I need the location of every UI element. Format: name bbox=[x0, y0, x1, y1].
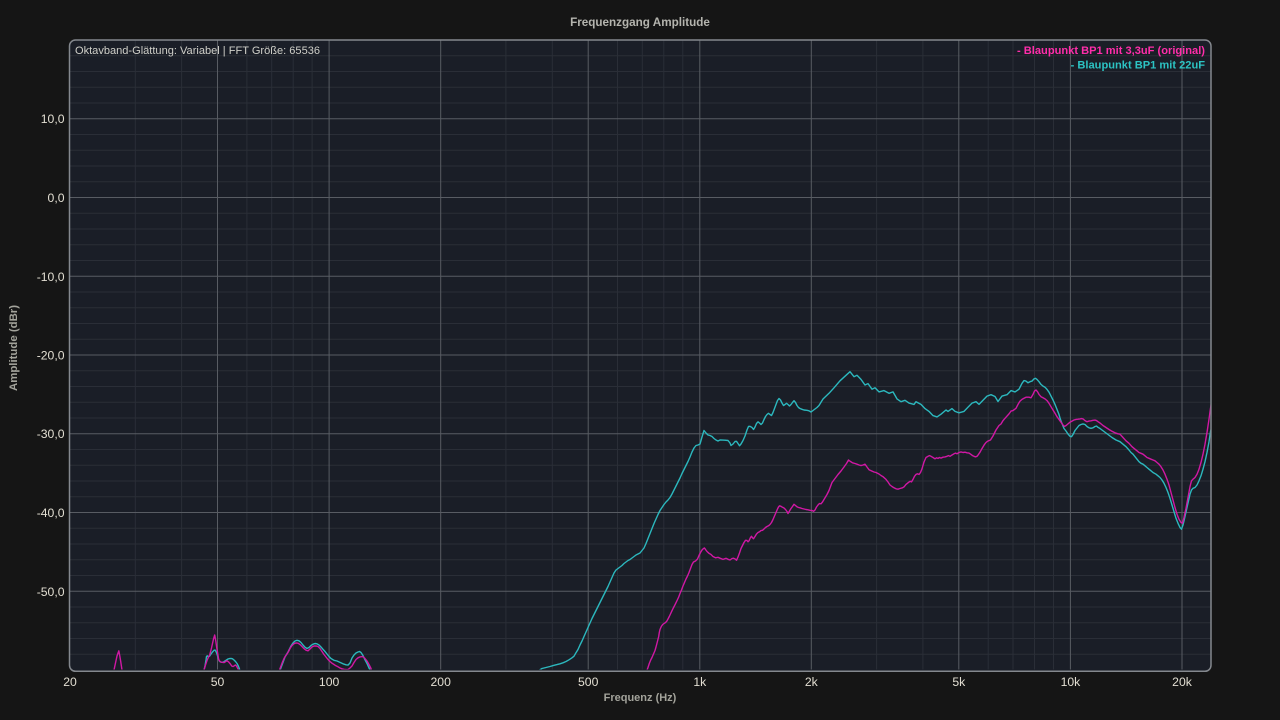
svg-text:Oktavband-Glättung: Variabel |: Oktavband-Glättung: Variabel | FFT Größe… bbox=[75, 45, 320, 57]
svg-text:1k: 1k bbox=[693, 675, 707, 689]
svg-text:0,0: 0,0 bbox=[48, 191, 65, 205]
svg-text:20: 20 bbox=[63, 675, 77, 689]
svg-text:- Blaupunkt BP1 mit 22uF: - Blaupunkt BP1 mit 22uF bbox=[1071, 60, 1206, 72]
svg-text:-40,0: -40,0 bbox=[37, 506, 65, 520]
svg-text:50: 50 bbox=[211, 675, 225, 689]
svg-text:10,0: 10,0 bbox=[41, 112, 65, 126]
svg-text:10k: 10k bbox=[1061, 675, 1082, 689]
svg-text:-30,0: -30,0 bbox=[37, 427, 65, 441]
svg-text:100: 100 bbox=[319, 675, 340, 689]
svg-text:-20,0: -20,0 bbox=[37, 349, 65, 363]
svg-text:-10,0: -10,0 bbox=[37, 270, 65, 284]
svg-text:- Blaupunkt BP1 mit 3,3uF (ori: - Blaupunkt BP1 mit 3,3uF (original) bbox=[1017, 45, 1205, 57]
svg-text:2k: 2k bbox=[805, 675, 819, 689]
svg-text:Frequenzgang Amplitude: Frequenzgang Amplitude bbox=[570, 16, 710, 29]
svg-text:5k: 5k bbox=[952, 675, 966, 689]
svg-text:20k: 20k bbox=[1172, 675, 1193, 689]
svg-text:Amplitude (dBr): Amplitude (dBr) bbox=[8, 305, 20, 391]
svg-text:-50,0: -50,0 bbox=[37, 585, 65, 599]
svg-text:500: 500 bbox=[578, 675, 599, 689]
svg-text:Frequenz (Hz): Frequenz (Hz) bbox=[604, 692, 677, 704]
svg-text:200: 200 bbox=[431, 675, 452, 689]
